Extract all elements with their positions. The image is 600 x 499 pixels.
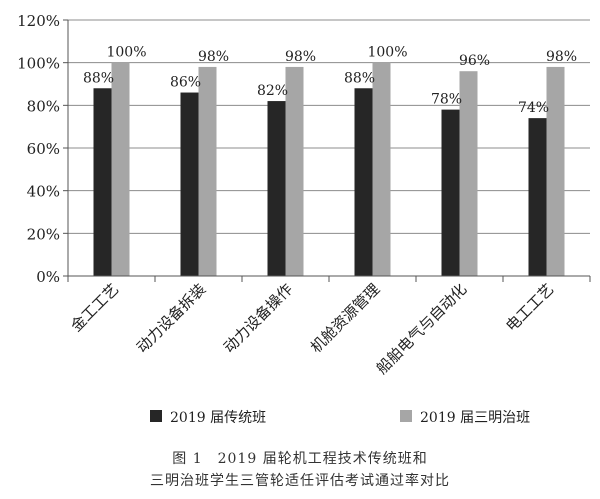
category-label: 动力设备操作 xyxy=(220,280,296,356)
data-label: 88% xyxy=(344,70,375,86)
y-tick-label: 0% xyxy=(36,268,60,286)
data-label: 98% xyxy=(546,49,577,65)
category-label: 动力设备拆装 xyxy=(133,280,209,356)
data-label: 98% xyxy=(198,49,229,65)
legend-swatch xyxy=(150,410,162,422)
bar xyxy=(285,66,304,276)
category-label: 机舱资源管理 xyxy=(307,280,383,356)
data-label: 78% xyxy=(431,92,462,108)
data-label: 86% xyxy=(170,75,201,91)
category-label: 电工工艺 xyxy=(502,280,557,335)
bars xyxy=(93,62,565,277)
data-label: 82% xyxy=(257,83,288,99)
data-label: 100% xyxy=(367,45,407,61)
bar xyxy=(441,109,460,276)
bar xyxy=(180,92,199,277)
y-tick-label: 100% xyxy=(17,55,60,73)
y-tick-label: 20% xyxy=(27,225,60,243)
category-label: 船舶电气与自动化 xyxy=(373,280,471,378)
bar xyxy=(546,66,565,276)
y-tick-label: 60% xyxy=(27,140,60,158)
bar xyxy=(93,88,112,277)
legend-label: 2019 届传统班 xyxy=(170,410,266,426)
grid-lines xyxy=(68,19,590,277)
y-tick-label: 120% xyxy=(17,12,60,30)
data-label: 96% xyxy=(459,53,490,69)
y-axis: 0% 20% 40% 60% 80% 100% 120% xyxy=(17,12,69,286)
bar xyxy=(459,71,478,276)
data-labels: 88% 100% 86% 98% 82% 98% 88% 100% 78% 96% 74% 98% xyxy=(83,45,577,116)
y-tick-label: 80% xyxy=(27,97,60,115)
figure-caption-line-1: 图 1 2019 届轮机工程技术传统班和 xyxy=(172,451,428,467)
figure-caption-line-2: 三明治班学生三管轮适任评估考试通过率对比 xyxy=(150,473,450,489)
legend-label: 2019 届三明治班 xyxy=(420,410,530,426)
legend: 2019 届传统班 2019 届三明治班 xyxy=(150,410,530,426)
data-label: 88% xyxy=(83,70,114,86)
bar xyxy=(528,118,547,276)
bar xyxy=(354,88,373,277)
bar xyxy=(267,101,286,276)
bar xyxy=(372,62,391,276)
y-tick-label: 40% xyxy=(27,183,60,201)
bar xyxy=(198,66,217,276)
bar xyxy=(111,62,130,276)
legend-swatch xyxy=(400,410,412,422)
category-label: 金工工艺 xyxy=(67,280,122,335)
data-label: 74% xyxy=(518,100,549,116)
data-label: 100% xyxy=(106,45,146,61)
data-label: 98% xyxy=(285,49,316,65)
